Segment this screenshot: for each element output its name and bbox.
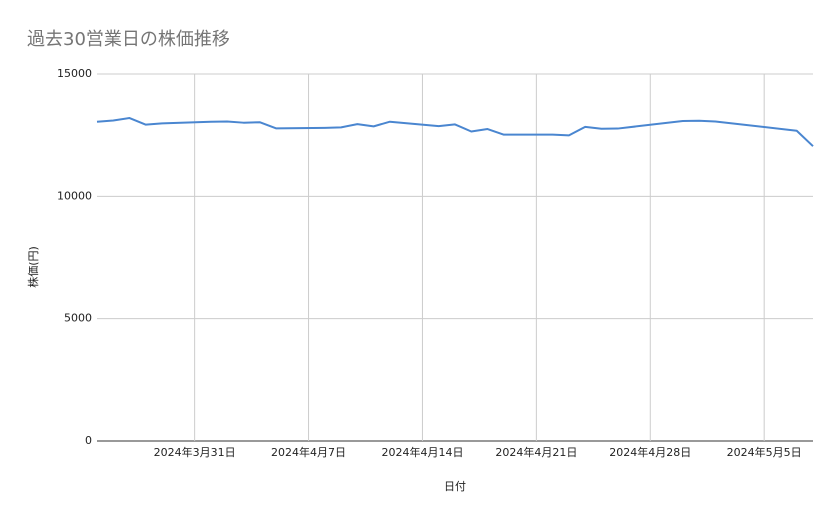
y-tick-label: 5000 <box>64 312 92 325</box>
x-tick-label: 2024年4月21日 <box>495 445 577 459</box>
x-tick-label: 2024年5月5日 <box>727 445 802 459</box>
data-line <box>96 117 814 147</box>
x-tick-label: 2024年3月31日 <box>154 445 236 459</box>
y-tick-label: 10000 <box>57 189 92 202</box>
x-axis-label: 日付 <box>444 480 466 493</box>
y-axis-label: 株価(円) <box>26 246 40 288</box>
x-tick-label: 2024年4月28日 <box>609 445 691 459</box>
x-tick-label: 2024年4月14日 <box>381 445 463 459</box>
x-tick-label: 2024年4月7日 <box>271 445 346 459</box>
chart-title: 過去30営業日の株価推移 <box>27 29 230 50</box>
y-tick-label: 0 <box>85 434 92 447</box>
y-tick-label: 15000 <box>57 67 92 80</box>
